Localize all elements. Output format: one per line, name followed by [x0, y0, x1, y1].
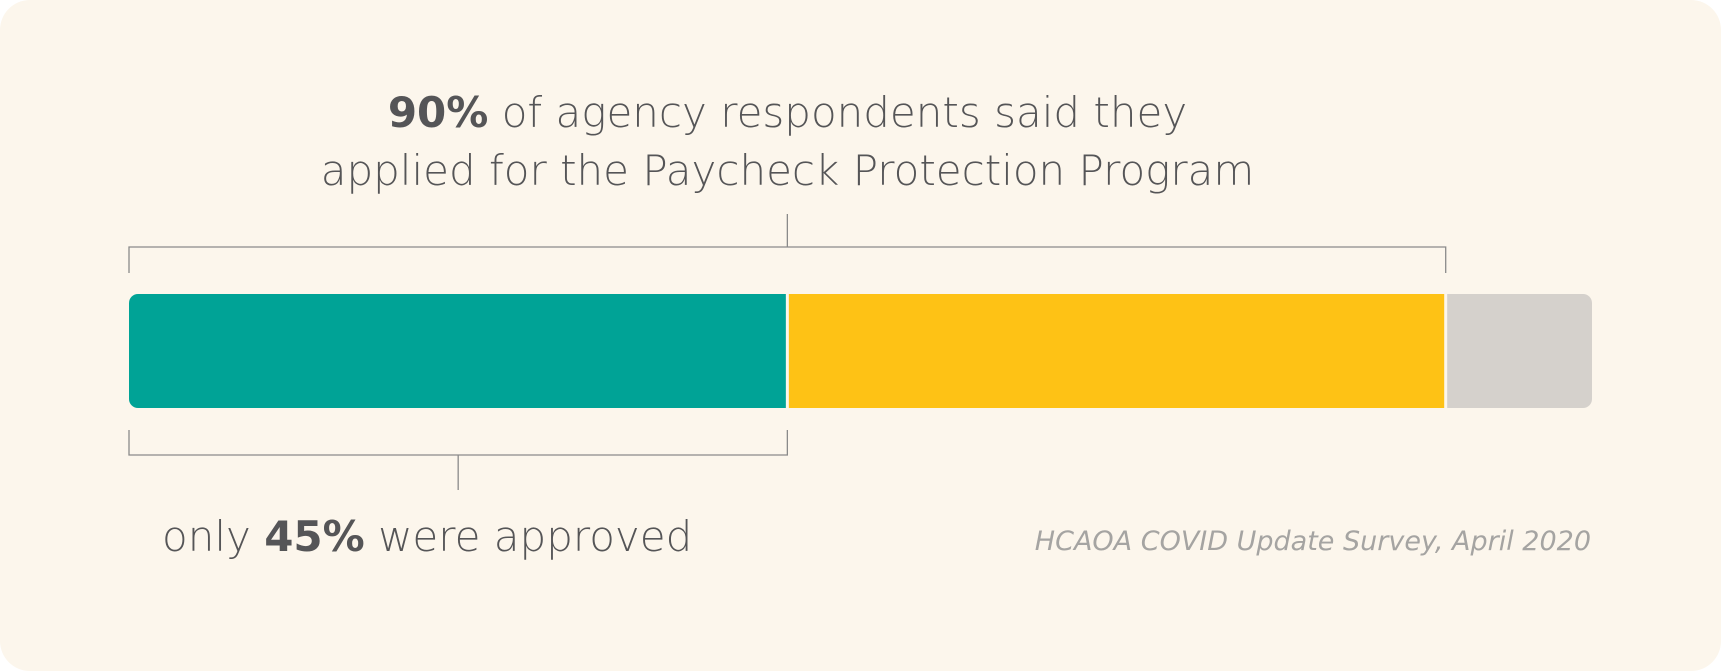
approved-label-suffix: were approved	[364, 512, 693, 561]
bar-segment-approved	[129, 294, 786, 408]
bar-segments	[129, 294, 1592, 408]
approved-label: only 45% were approved	[162, 508, 692, 566]
approved-bracket	[128, 430, 788, 490]
bar-segment-did-not-apply	[1447, 294, 1592, 408]
headline-line-2: applied for the Paycheck Protection Prog…	[320, 146, 1255, 195]
headline-line-1: 90% of agency respondents said they	[0, 84, 1575, 142]
headline-line-1-text: of agency respondents said they	[488, 88, 1188, 137]
applied-bracket	[128, 214, 1447, 273]
headline-percent: 90%	[387, 88, 489, 137]
headline: 90% of agency respondents said they appl…	[0, 84, 1575, 200]
source-note: HCAOA COVID Update Survey, April 2020	[1034, 526, 1591, 557]
approved-label-prefix: only	[162, 512, 265, 561]
bar-segment-applied-not-approved	[788, 294, 1445, 408]
approved-percent: 45%	[264, 512, 365, 561]
